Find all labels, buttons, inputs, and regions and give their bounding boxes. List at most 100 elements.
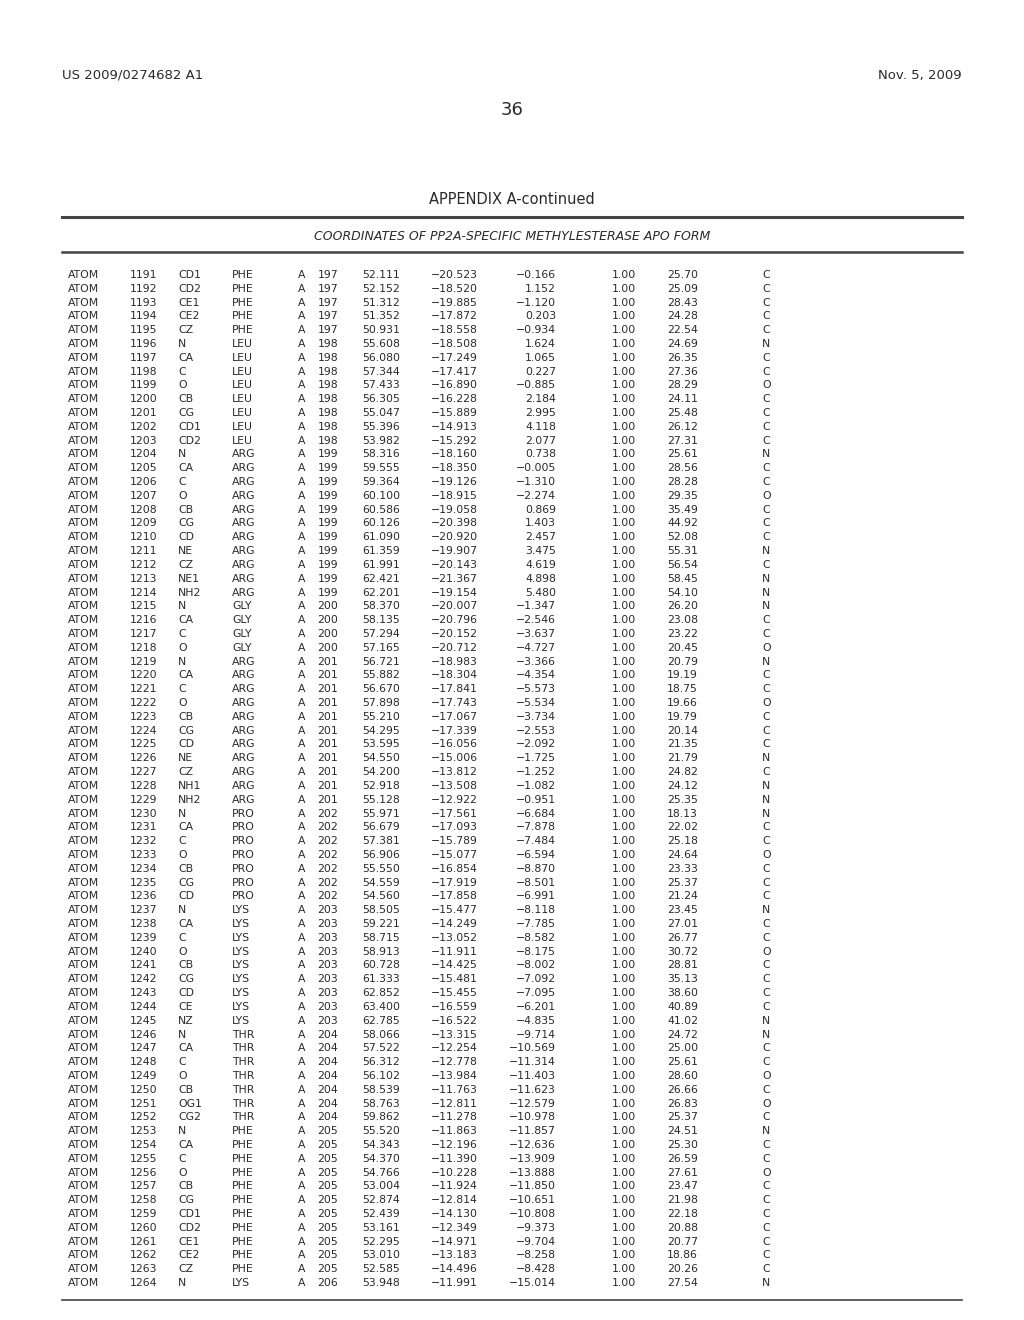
Text: ATOM: ATOM: [68, 1015, 99, 1026]
Text: O: O: [762, 643, 771, 653]
Text: 1251: 1251: [130, 1098, 158, 1109]
Text: 56.670: 56.670: [362, 684, 400, 694]
Text: 1227: 1227: [130, 767, 158, 777]
Text: 199: 199: [317, 574, 338, 583]
Text: 1.00: 1.00: [611, 1140, 636, 1150]
Text: A: A: [298, 850, 305, 859]
Text: A: A: [298, 1154, 305, 1164]
Text: 203: 203: [317, 1002, 338, 1012]
Text: 204: 204: [317, 1085, 338, 1094]
Text: A: A: [298, 671, 305, 680]
Text: 23.47: 23.47: [667, 1181, 698, 1192]
Text: A: A: [298, 754, 305, 763]
Text: −8.175: −8.175: [516, 946, 556, 957]
Text: LYS: LYS: [232, 974, 250, 985]
Text: 201: 201: [317, 767, 338, 777]
Text: 27.36: 27.36: [667, 367, 698, 376]
Text: 1202: 1202: [130, 422, 158, 432]
Text: −9.704: −9.704: [516, 1237, 556, 1246]
Text: A: A: [298, 822, 305, 833]
Text: −8.501: −8.501: [516, 878, 556, 887]
Text: GLY: GLY: [232, 630, 252, 639]
Text: CA: CA: [178, 352, 194, 363]
Text: ATOM: ATOM: [68, 297, 99, 308]
Text: C: C: [762, 284, 770, 294]
Text: 200: 200: [317, 643, 338, 653]
Text: O: O: [762, 946, 771, 957]
Text: 1221: 1221: [130, 684, 158, 694]
Text: ATOM: ATOM: [68, 1222, 99, 1233]
Text: 198: 198: [317, 422, 338, 432]
Text: 1240: 1240: [130, 946, 158, 957]
Text: −15.292: −15.292: [431, 436, 478, 446]
Text: −15.477: −15.477: [431, 906, 478, 915]
Text: 4.118: 4.118: [525, 422, 556, 432]
Text: 20.14: 20.14: [667, 726, 698, 735]
Text: A: A: [298, 946, 305, 957]
Text: 1230: 1230: [130, 809, 158, 818]
Text: 18.86: 18.86: [667, 1250, 698, 1261]
Text: −12.349: −12.349: [431, 1222, 478, 1233]
Text: 1200: 1200: [130, 395, 158, 404]
Text: A: A: [298, 574, 305, 583]
Text: ATOM: ATOM: [68, 1237, 99, 1246]
Text: C: C: [762, 671, 770, 680]
Text: A: A: [298, 380, 305, 391]
Text: CA: CA: [178, 1043, 194, 1053]
Text: 0.227: 0.227: [525, 367, 556, 376]
Text: A: A: [298, 1237, 305, 1246]
Text: LEU: LEU: [232, 380, 253, 391]
Text: 1252: 1252: [130, 1113, 158, 1122]
Text: CD: CD: [178, 891, 194, 902]
Text: N: N: [762, 781, 770, 791]
Text: 25.70: 25.70: [667, 269, 698, 280]
Text: 1.00: 1.00: [611, 1222, 636, 1233]
Text: 56.080: 56.080: [362, 352, 400, 363]
Text: 1.00: 1.00: [611, 1015, 636, 1026]
Text: 24.69: 24.69: [667, 339, 698, 348]
Text: 1214: 1214: [130, 587, 158, 598]
Text: 27.54: 27.54: [667, 1278, 698, 1288]
Text: ATOM: ATOM: [68, 933, 99, 942]
Text: C: C: [762, 297, 770, 308]
Text: −11.314: −11.314: [509, 1057, 556, 1067]
Text: ATOM: ATOM: [68, 519, 99, 528]
Text: 1.00: 1.00: [611, 711, 636, 722]
Text: −13.888: −13.888: [509, 1168, 556, 1177]
Text: 1.00: 1.00: [611, 878, 636, 887]
Text: 55.396: 55.396: [362, 422, 400, 432]
Text: 52.585: 52.585: [362, 1265, 400, 1274]
Text: N: N: [762, 1278, 770, 1288]
Text: 204: 204: [317, 1043, 338, 1053]
Text: 53.982: 53.982: [362, 436, 400, 446]
Text: Nov. 5, 2009: Nov. 5, 2009: [879, 69, 962, 82]
Text: 1.00: 1.00: [611, 1195, 636, 1205]
Text: ARG: ARG: [232, 504, 256, 515]
Text: ARG: ARG: [232, 532, 256, 543]
Text: 1.00: 1.00: [611, 436, 636, 446]
Text: 1235: 1235: [130, 878, 158, 887]
Text: C: C: [762, 961, 770, 970]
Text: C: C: [762, 312, 770, 321]
Text: CA: CA: [178, 822, 194, 833]
Text: PHE: PHE: [232, 1265, 254, 1274]
Text: LYS: LYS: [232, 1015, 250, 1026]
Text: PHE: PHE: [232, 1222, 254, 1233]
Text: 1.00: 1.00: [611, 504, 636, 515]
Text: C: C: [762, 1002, 770, 1012]
Text: ARG: ARG: [232, 754, 256, 763]
Text: N: N: [178, 602, 186, 611]
Text: −7.095: −7.095: [516, 989, 556, 998]
Text: −11.863: −11.863: [431, 1126, 478, 1137]
Text: CZ: CZ: [178, 1265, 194, 1274]
Text: −20.143: −20.143: [431, 560, 478, 570]
Text: C: C: [762, 1085, 770, 1094]
Text: 204: 204: [317, 1071, 338, 1081]
Text: −12.636: −12.636: [509, 1140, 556, 1150]
Text: 26.83: 26.83: [667, 1098, 698, 1109]
Text: PHE: PHE: [232, 312, 254, 321]
Text: 204: 204: [317, 1098, 338, 1109]
Text: −17.841: −17.841: [431, 684, 478, 694]
Text: 24.28: 24.28: [667, 312, 698, 321]
Text: A: A: [298, 891, 305, 902]
